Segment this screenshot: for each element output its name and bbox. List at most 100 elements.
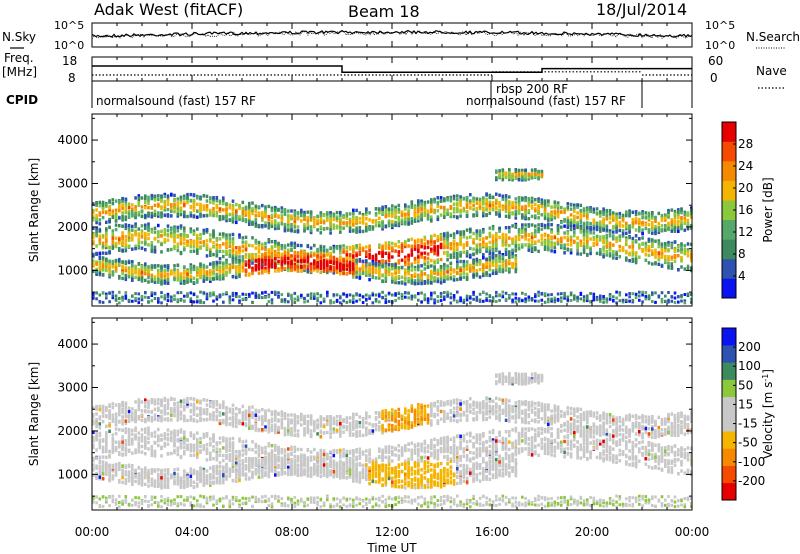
power-cell: [540, 173, 544, 178]
power-cell: [196, 227, 199, 231]
power-cell: [569, 221, 573, 226]
power-cell: [472, 260, 475, 265]
power-cell: [573, 227, 576, 231]
power-cell: [560, 239, 563, 243]
power-cell: [205, 292, 209, 296]
power-cell: [316, 228, 319, 232]
power-cell: [537, 197, 540, 201]
power-cell: [134, 222, 137, 226]
power-cell: [436, 268, 440, 273]
power-cell: [218, 276, 222, 280]
power-cell: [293, 261, 297, 265]
power-cell: [589, 231, 592, 235]
power-cell: [417, 281, 420, 286]
power-cell: [238, 235, 241, 239]
power-cell: [163, 237, 167, 242]
power-cell: [602, 207, 605, 211]
power-cell: [556, 231, 560, 236]
power-cell: [274, 211, 277, 216]
power-cell: [147, 222, 150, 226]
power-cell: [511, 264, 514, 268]
power-cell: [131, 247, 134, 251]
power-cell: [423, 262, 427, 266]
power-cell: [400, 294, 404, 298]
power-cell: [605, 208, 609, 213]
power-cell: [290, 265, 293, 269]
power-cell: [534, 168, 537, 172]
power-cell: [339, 210, 342, 215]
power-cell: [495, 207, 498, 211]
power-cell: [527, 238, 531, 242]
power-cell: [443, 297, 446, 301]
power-cell: [556, 203, 560, 208]
power-cell: [504, 202, 508, 206]
power-cell: [199, 265, 202, 269]
power-cell: [482, 271, 485, 276]
power-cell: [374, 262, 378, 266]
power-cell: [241, 297, 245, 301]
power-cell: [261, 246, 264, 251]
power-cell: [465, 254, 469, 258]
power-cell: [283, 210, 287, 215]
power-cell: [283, 251, 287, 255]
power-cell: [345, 253, 349, 257]
power-cell: [189, 291, 193, 295]
power-cell: [335, 210, 339, 215]
power-cell: [231, 232, 235, 237]
power-cell: [157, 272, 160, 277]
power-cell: [257, 205, 261, 209]
power-cell: [300, 259, 303, 264]
power-cell: [524, 207, 527, 211]
power-cell: [326, 248, 329, 252]
power-cell: [514, 239, 518, 244]
power-cell: [92, 259, 95, 263]
power-cell: [387, 263, 391, 267]
power-cell: [511, 178, 514, 182]
power-cell: [462, 232, 466, 236]
power-cell: [209, 269, 212, 273]
power-cell: [222, 242, 225, 246]
power-cell: [586, 226, 589, 230]
power-cell: [225, 236, 228, 240]
power-cell: [280, 206, 284, 210]
power-cell: [576, 252, 579, 256]
power-cell: [550, 210, 553, 214]
power-cell: [306, 210, 310, 214]
power-cell: [205, 277, 209, 281]
power-cell: [296, 255, 300, 259]
power-cell: [459, 277, 462, 281]
power-cell: [355, 264, 358, 269]
power-cell: [491, 251, 495, 256]
power-cell: [293, 222, 297, 226]
power-cell: [348, 226, 352, 230]
power-cell: [342, 266, 345, 270]
power-cell: [462, 246, 466, 250]
power-cell: [534, 240, 537, 244]
power-cell: [394, 299, 397, 303]
power-cell: [355, 226, 358, 230]
power-cell: [352, 270, 355, 275]
power-cell: [495, 268, 498, 272]
power-cell: [400, 218, 404, 222]
power-cell: [391, 272, 394, 276]
power-cell: [449, 242, 453, 246]
power-cell: [293, 301, 297, 304]
power-cell: [540, 198, 544, 202]
power-cell: [231, 260, 235, 264]
power-cell: [443, 240, 446, 245]
power-cell: [582, 211, 586, 215]
power-cell: [293, 250, 297, 255]
power-cell: [205, 270, 209, 274]
power-cell: [199, 273, 202, 277]
power-cell: [144, 197, 147, 201]
power-cell: [199, 246, 202, 250]
power-cell: [127, 212, 131, 216]
power-cell: [491, 236, 495, 240]
power-cell: [127, 271, 131, 275]
power-cell: [527, 224, 531, 228]
power-cell: [475, 249, 479, 254]
power-cell: [576, 223, 579, 227]
power-cell: [472, 265, 475, 270]
power-cell: [345, 223, 349, 228]
power-cell: [404, 240, 407, 244]
